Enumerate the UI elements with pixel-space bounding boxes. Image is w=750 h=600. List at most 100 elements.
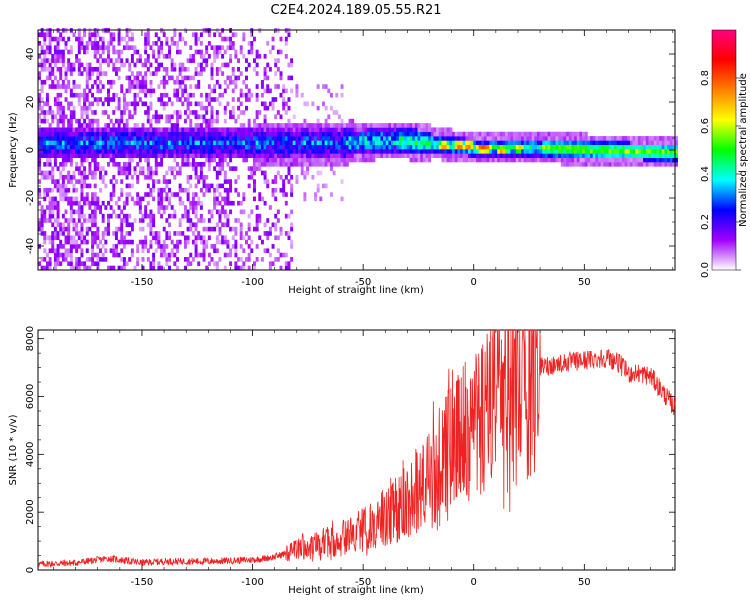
spectrogram-cell (77, 66, 81, 72)
spectrogram-cell (88, 131, 92, 137)
spectrogram-cell (542, 149, 546, 154)
spectrogram-cell (85, 75, 89, 81)
spectrogram-cell (117, 239, 121, 245)
spectrogram-cell (125, 261, 129, 266)
spectrogram-cell (128, 127, 132, 133)
spectrogram-cell (255, 144, 259, 150)
spectrogram-cell (574, 140, 578, 146)
spectrogram-cell (80, 235, 84, 241)
spectrogram-cell (109, 32, 113, 38)
spectrogram-cell (149, 153, 153, 158)
spectrogram-cell (40, 213, 44, 219)
spectrogram-cell (152, 41, 156, 46)
spectrogram-cell (91, 149, 95, 154)
spectrogram-cell (218, 226, 222, 232)
spectrogram-cell (77, 127, 81, 133)
spectrogram-cell (242, 192, 246, 197)
spectrogram-cell (316, 187, 320, 193)
spectrogram-cell (59, 183, 63, 189)
spectrogram-cell (229, 248, 233, 254)
spectrogram-cell (96, 136, 100, 141)
spectrogram-cell (616, 162, 620, 167)
spectrogram-cell (99, 257, 102, 262)
spectrogram-cell (446, 149, 450, 154)
spectrogram-cell (332, 140, 336, 146)
spectrogram-cell (401, 136, 405, 141)
spectrogram-cell (348, 144, 352, 150)
spectrogram-cell (624, 157, 628, 163)
spectrogram-cell (247, 88, 251, 94)
spectrogram-cell (173, 140, 177, 146)
spectrogram-cell (138, 166, 142, 171)
spectrogram-cell (93, 97, 97, 102)
spectrogram-cell (667, 149, 670, 154)
spectrogram-cell (112, 92, 116, 98)
spectrogram-cell (486, 136, 490, 141)
spectrogram-cell (266, 157, 270, 163)
spectrogram-cell (242, 235, 246, 241)
spectrogram-cell (393, 127, 397, 133)
spectrogram-cell (141, 196, 145, 202)
spectrogram-cell (152, 179, 156, 184)
spectrogram-cell (53, 248, 57, 254)
spectrogram-cell (136, 248, 140, 254)
spectrogram-cell (279, 153, 283, 158)
spectrogram-cell (274, 213, 278, 219)
spectrogram-cell (199, 252, 203, 258)
spectrogram-cell (117, 131, 121, 137)
spectrogram-cell (213, 118, 217, 124)
spectrogram-cell (377, 136, 381, 141)
spectrogram-cell (120, 127, 124, 133)
spectrogram-cell (191, 192, 195, 197)
spectrogram-cell (53, 149, 57, 154)
spectrogram-cell (117, 205, 121, 210)
spectrogram-cell (568, 149, 572, 154)
spectrogram-cell (483, 149, 487, 154)
spectrogram-cell (255, 71, 259, 76)
spectrogram-cell (38, 97, 41, 102)
spectrogram-cell (645, 144, 649, 150)
spectrogram-cell (369, 127, 373, 133)
spectrogram-cell (279, 71, 283, 76)
spectrogram-cell (263, 200, 267, 206)
spectrogram-cell (144, 84, 148, 89)
spectrogram-cell (56, 248, 60, 254)
spectrogram-cell (194, 239, 198, 245)
spectrogram-cell (199, 127, 203, 133)
spectrogram-cell (245, 131, 248, 137)
spectrogram-cell (406, 153, 410, 158)
spectrogram-cell (324, 149, 328, 154)
spectrogram-cell (462, 149, 466, 154)
spectrogram-cell (314, 196, 317, 202)
spectrogram-cell (61, 153, 65, 158)
spectrogram-cell (51, 196, 55, 202)
spectrogram-cell (85, 131, 89, 137)
spectrogram-cell (138, 84, 142, 89)
spectrogram-cell (329, 162, 333, 167)
spectrogram-cell (446, 157, 450, 163)
spectrogram-cell (215, 97, 219, 102)
spectrogram-cell (165, 92, 169, 98)
spectrogram-cell (603, 153, 607, 158)
spectrogram-cell (176, 118, 179, 124)
spectrogram-cell (56, 166, 60, 171)
spectrogram-cell (284, 153, 288, 158)
spectrogram-cell (67, 179, 71, 184)
spectrogram-cell (38, 179, 41, 184)
spectrogram-cell (643, 157, 647, 163)
spectrogram-cell (383, 144, 386, 150)
spectrogram-cell (91, 45, 95, 50)
spectrogram-cell (173, 123, 177, 128)
spectrogram-cell (133, 131, 137, 137)
spectrogram-cell (114, 179, 118, 184)
spectrogram-cell (160, 92, 164, 98)
spectrogram-cell (101, 144, 105, 150)
spectrogram-cell (595, 157, 599, 163)
spectrogram-cell (61, 183, 65, 189)
spectrogram-cell (332, 110, 336, 115)
spectrogram-cell (99, 166, 102, 171)
spectrogram-cell (215, 144, 219, 150)
spectrogram-cell (99, 209, 102, 215)
spectrogram-cell (101, 110, 105, 115)
spectrogram-cell (351, 118, 355, 124)
